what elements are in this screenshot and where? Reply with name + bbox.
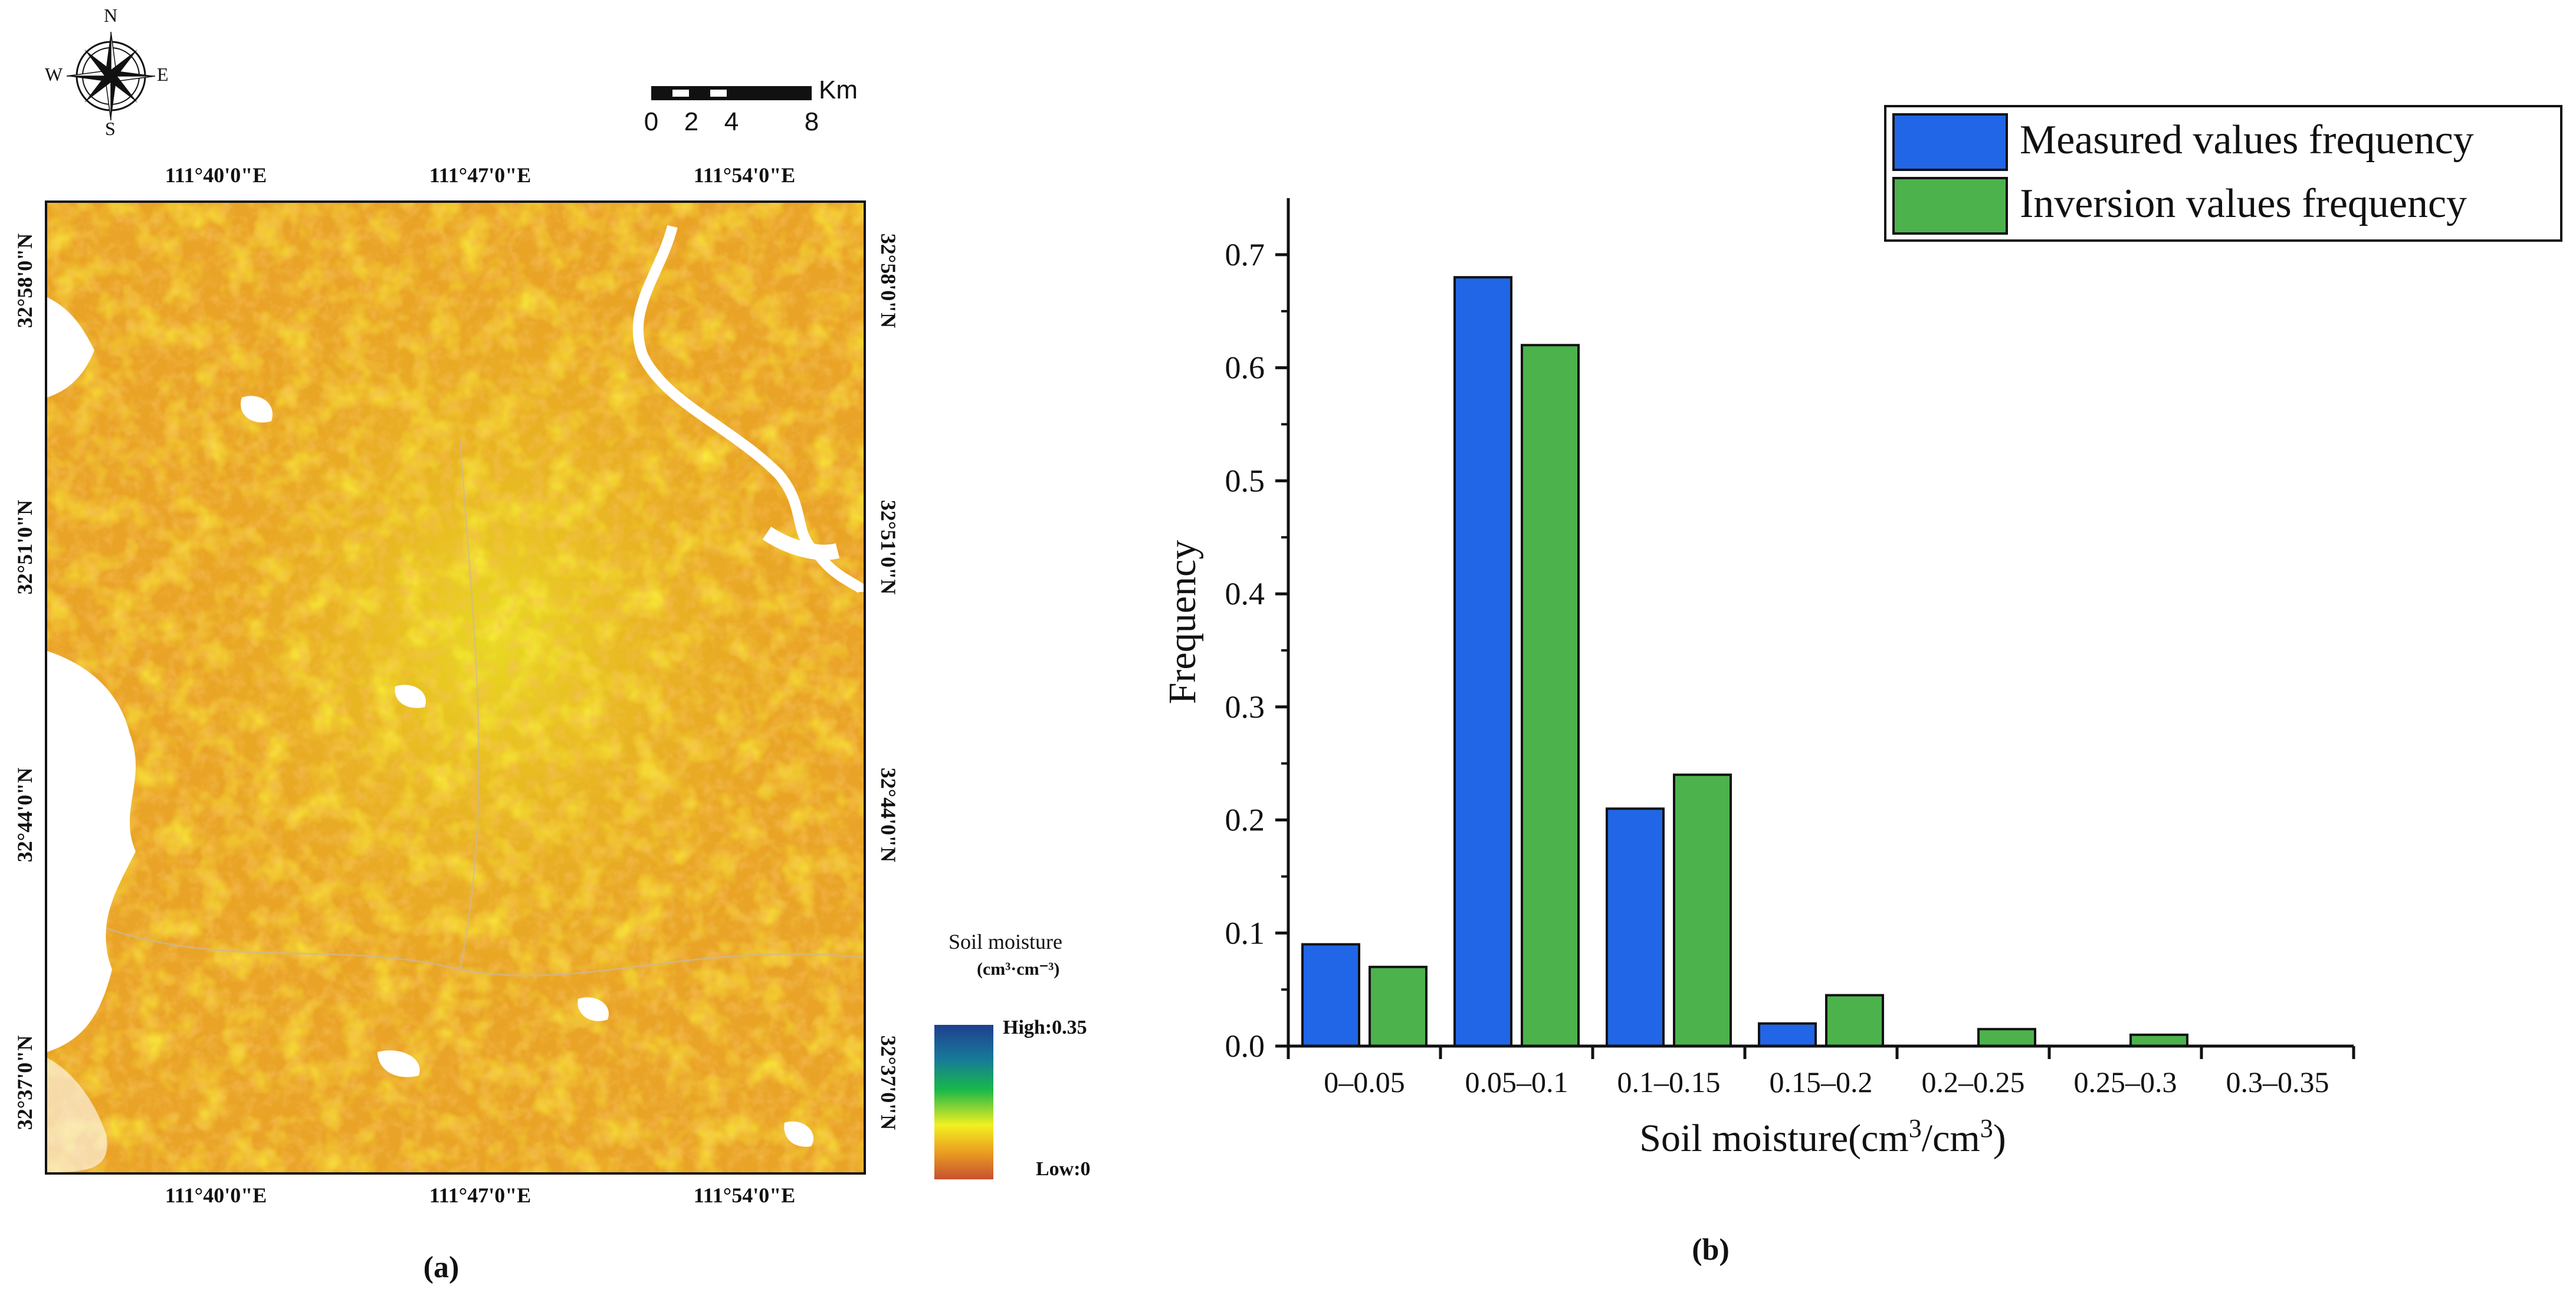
bar-measured-1 xyxy=(1453,276,1512,1047)
compass-south-label: S xyxy=(105,118,116,139)
scale-bar-unit: Km xyxy=(819,75,858,104)
legend-color-ramp xyxy=(934,1025,993,1179)
lon-label-bottom-2: 111°47'0"E xyxy=(429,1183,531,1207)
lon-label-top-3: 111°54'0"E xyxy=(693,163,796,187)
legend-high-label: High:0.35 xyxy=(1003,1017,1087,1038)
legend-label-measured: Measured values frequency xyxy=(2020,117,2474,163)
bar-measured-3 xyxy=(1758,1022,1817,1047)
scale-tick-0: 0 xyxy=(644,107,659,136)
y-tick-label: 0.4 xyxy=(1225,576,1265,611)
panel-b-label: (b) xyxy=(1692,1233,1730,1267)
x-tick-label: 0.3–0.35 xyxy=(2226,1066,2329,1099)
x-tick-label: 0.2–0.25 xyxy=(1922,1066,2025,1099)
legend-label-inversion: Inversion values frequency xyxy=(2020,181,2467,226)
lon-label-bottom-1: 111°40'0"E xyxy=(165,1183,267,1207)
y-tick-label: 0.5 xyxy=(1225,463,1265,498)
legend-title: Soil moisture xyxy=(949,930,1063,954)
legend-unit: (cm³·cm⁻³) xyxy=(977,959,1060,979)
legend-low-label: Low:0 xyxy=(1036,1158,1091,1180)
bar-inversion-3 xyxy=(1825,994,1884,1047)
lon-label-top-1: 111°40'0"E xyxy=(165,163,267,187)
x-tick-label: 0–0.05 xyxy=(1324,1066,1405,1099)
bar-inversion-2 xyxy=(1673,773,1732,1047)
x-axis-title: Soil moisture(cm3/cm3) xyxy=(1639,1114,2006,1160)
scale-tick-4: 4 xyxy=(724,107,739,136)
y-tick-label: 0.0 xyxy=(1225,1028,1265,1064)
x-tick-label: 0.05–0.1 xyxy=(1465,1066,1568,1099)
bar-inversion-5 xyxy=(2129,1033,2188,1047)
scale-bar xyxy=(651,86,812,100)
compass-rose-icon xyxy=(66,31,156,121)
scale-tick-2: 2 xyxy=(684,107,699,136)
lon-label-bottom-3: 111°54'0"E xyxy=(693,1183,796,1207)
y-tick-label: 0.1 xyxy=(1225,915,1265,951)
legend-swatch-inversion xyxy=(1892,177,2008,235)
lon-label-top-2: 111°47'0"E xyxy=(429,163,531,187)
compass-east-label: E xyxy=(157,64,169,85)
x-tick-label: 0.25–0.3 xyxy=(2074,1066,2177,1099)
compass-north-label: N xyxy=(104,5,118,26)
y-axis-title: Frequency xyxy=(1161,540,1204,705)
y-tick-label: 0.7 xyxy=(1225,237,1265,272)
panel-a-label: (a) xyxy=(423,1251,460,1284)
y-tick-label: 0.6 xyxy=(1225,350,1265,386)
soil-moisture-raster xyxy=(47,203,864,1172)
bar-inversion-0 xyxy=(1369,965,1428,1047)
x-tick-label: 0.1–0.15 xyxy=(1617,1066,1721,1099)
y-tick-label: 0.3 xyxy=(1225,689,1265,725)
bar-measured-2 xyxy=(1606,807,1665,1047)
bar-inversion-1 xyxy=(1521,344,1580,1048)
soil-moisture-map xyxy=(45,200,866,1175)
x-tick-label: 0.15–0.2 xyxy=(1770,1066,1873,1099)
bar-measured-0 xyxy=(1301,943,1360,1047)
y-tick-label: 0.2 xyxy=(1225,803,1265,838)
legend-swatch-measured xyxy=(1892,113,2008,171)
bar-inversion-4 xyxy=(1977,1028,2036,1047)
scale-tick-8: 8 xyxy=(804,107,819,136)
compass-west-label: W xyxy=(45,64,63,85)
